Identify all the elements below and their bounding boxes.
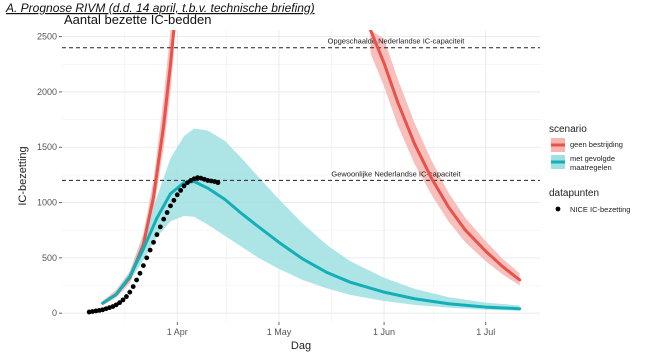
datapoint: [124, 294, 129, 299]
reference-label-1: Gewoonlijke Nederlandse IC-capaciteit: [331, 169, 461, 178]
legend-title-scenario: scenario: [549, 124, 587, 135]
series-line-2: [101, 180, 522, 311]
confidence-bands: [102, 30, 520, 311]
datapoint: [137, 270, 143, 276]
y-tick-label: 1500: [37, 142, 57, 152]
chart-title: Aantal bezette IC-bedden: [64, 12, 211, 27]
reference-lines: Opgeschaalde Nederlandse IC-capaciteit Ge…: [62, 37, 540, 181]
series-lines: [101, 30, 522, 311]
series-line-1: [368, 30, 522, 282]
datapoint: [185, 180, 190, 186]
header-caption: A. Prognose RIVM (d.d. 14 april, t.b.v. …: [5, 1, 315, 15]
y-tick-label: 2500: [37, 32, 57, 42]
legend-key-point: [555, 206, 561, 212]
grid: [62, 30, 540, 322]
x-axis-title: Dag: [291, 340, 311, 352]
datapoint: [147, 247, 153, 253]
y-tick-label: 500: [42, 253, 57, 263]
datapoint: [178, 187, 184, 193]
datapoint: [120, 297, 126, 303]
datapoint: [117, 300, 123, 306]
y-axis-title: IC-bezetting: [17, 146, 29, 205]
y-tick-label: 0: [52, 308, 57, 318]
datapoint: [151, 239, 156, 245]
datapoint: [171, 197, 177, 203]
datapoint: [154, 232, 160, 238]
datapoint: [161, 216, 167, 222]
legend: scenario geen bestrijding met gevolgde maat…: [549, 124, 630, 214]
datapoint: [134, 277, 139, 283]
legend-label: NICE IC-bezetting: [570, 205, 630, 214]
datapoint: [181, 183, 187, 189]
y-tick-label: 2000: [37, 87, 57, 97]
band-1: [370, 30, 520, 286]
x-tick-label: 1 Apr: [167, 327, 188, 337]
datapoint: [113, 302, 119, 308]
datapoints: [86, 175, 221, 315]
x-tick-label: 1 May: [267, 327, 292, 337]
datapoint: [140, 263, 146, 268]
axes: 0 500 1000 1500 2000 2500 1 Apr 1 May 1 Jun 1 Jul: [37, 32, 495, 337]
datapoint: [130, 284, 136, 290]
datapoint: [174, 192, 180, 198]
datapoint: [157, 224, 163, 230]
x-tick-label: 1 Jun: [373, 327, 395, 337]
datapoint: [127, 289, 133, 295]
datapoint: [168, 203, 173, 209]
reference-label-0: Opgeschaalde Nederlandse IC-capaciteit: [328, 37, 466, 46]
legend-title-datapunten: datapunten: [549, 188, 599, 199]
legend-label: met gevolgde maatregelen: [570, 154, 615, 172]
band-2: [102, 128, 520, 311]
x-tick-label: 1 Jul: [476, 327, 495, 337]
datapoint: [215, 180, 221, 186]
y-tick-label: 1000: [37, 198, 57, 208]
datapoint: [164, 210, 170, 215]
legend-label: geen bestrijding: [570, 140, 623, 149]
datapoint: [144, 255, 150, 261]
